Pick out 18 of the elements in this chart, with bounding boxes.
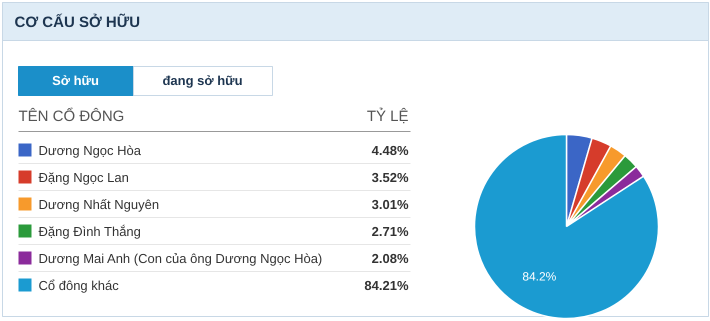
legend-label: Đặng Ngọc Lan: [38, 170, 129, 185]
data-label: 3.01%: [372, 197, 409, 212]
data-label: 4.48%: [372, 143, 409, 158]
text: TỶ LỆ: [366, 107, 409, 125]
legend-label: Dương Mai Anh (Con của ông Dương Ngọc Hòa): [38, 251, 322, 266]
legend-label: Dương Nhất Nguyên: [38, 197, 160, 212]
data-label: 2.71%: [372, 224, 409, 239]
legend-label: Dương Ngọc Hòa: [38, 143, 142, 158]
text: Sở hữu: [52, 73, 99, 88]
legend-label: Đặng Đình Thắng: [38, 224, 141, 239]
legend-label: Cổ đông khác: [38, 278, 120, 293]
data-label: 3.52%: [372, 170, 409, 185]
text: TÊN CỔ ĐÔNG: [18, 107, 124, 125]
data-label: 84.21%: [364, 278, 409, 293]
chart-title: CƠ CẤU SỞ HỮU: [14, 13, 140, 31]
text: 84.2%: [522, 270, 556, 284]
text: đang sở hữu: [162, 73, 243, 88]
data-label: 2.08%: [372, 251, 409, 266]
